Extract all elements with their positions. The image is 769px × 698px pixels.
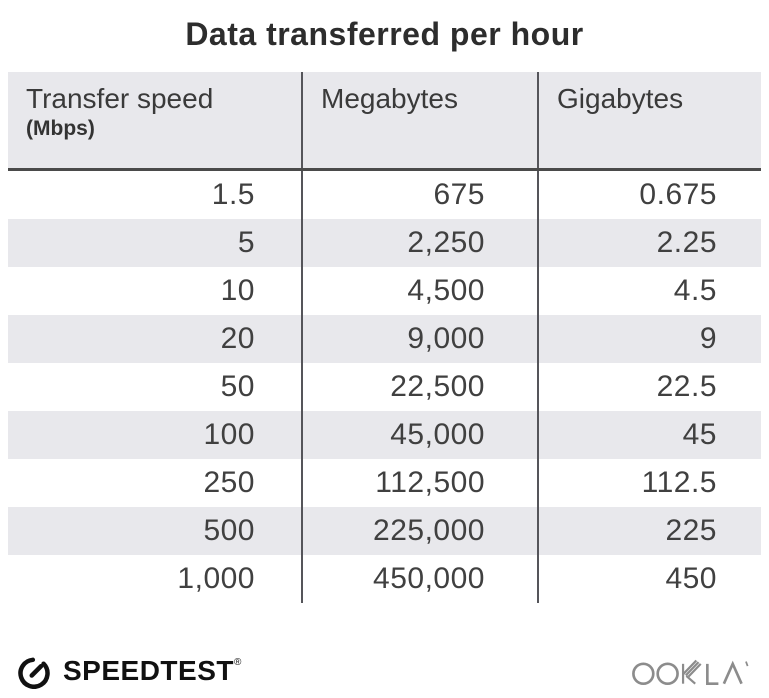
table-row: 5 2,250 2.25 bbox=[8, 219, 761, 267]
table-cell: 675 bbox=[301, 169, 538, 219]
table-header: Transfer speed (Mbps) Megabytes Gigabyte… bbox=[8, 72, 761, 171]
page-title: Data transferred per hour bbox=[185, 16, 584, 52]
table-cell: 4,500 bbox=[301, 267, 538, 315]
ookla-logo bbox=[632, 659, 749, 686]
table-cell: 250 bbox=[203, 466, 255, 499]
table-cell: 2.25 bbox=[537, 219, 761, 267]
footer: SPEEDTEST® bbox=[16, 648, 755, 694]
data-table: Transfer speed (Mbps) Megabytes Gigabyte… bbox=[8, 72, 761, 603]
table-cell: 22,500 bbox=[301, 363, 538, 411]
table-cell: 45,000 bbox=[301, 411, 538, 459]
registered-trademark-symbol: ® bbox=[233, 657, 242, 668]
table-cell: 45 bbox=[537, 411, 761, 459]
table-row: 100 45,000 45 bbox=[8, 411, 761, 459]
table-cell: 100 bbox=[8, 411, 302, 459]
table-cell: 450 bbox=[537, 555, 761, 603]
table-row: 250 112,500 112.5 bbox=[8, 459, 761, 507]
table-cell: 9,000 bbox=[301, 315, 538, 363]
column-header-megabytes: Megabytes bbox=[301, 72, 538, 171]
table-body: 1.5 675 0.675 5 2,250 2.25 10 4,500 4.5 20 9,000 9 5… bbox=[8, 169, 761, 603]
table-cell: 22.5 bbox=[537, 363, 761, 411]
table-cell: 225,000 bbox=[301, 507, 538, 555]
table-cell: 50 bbox=[220, 370, 255, 403]
table-row: 10 4,500 4.5 bbox=[8, 267, 761, 315]
table-cell: 112,500 bbox=[301, 459, 538, 507]
table-cell: 1.5 bbox=[211, 178, 255, 211]
speedtest-logo: SPEEDTEST® bbox=[16, 653, 242, 689]
table-cell: 225 bbox=[537, 507, 761, 555]
table-cell: 4.5 bbox=[537, 267, 761, 315]
ookla-letter-o bbox=[656, 662, 679, 686]
table-row: 50 22,500 22.5 bbox=[8, 363, 761, 411]
table-cell: 9 bbox=[537, 315, 761, 363]
ookla-letter-o bbox=[632, 662, 655, 686]
table-row: 1.5 675 0.675 bbox=[8, 169, 761, 219]
speedometer-icon bbox=[18, 657, 50, 689]
table-cell: 5 bbox=[8, 219, 302, 267]
ookla-letter-k bbox=[681, 659, 702, 685]
table-row: 20 9,000 9 bbox=[8, 315, 761, 363]
trademark-tick bbox=[745, 661, 749, 667]
column-header-label: Transfer speed bbox=[26, 83, 214, 114]
table-cell: 1,000 bbox=[177, 562, 255, 595]
column-header-label: Megabytes bbox=[321, 83, 458, 114]
table-row: 500 225,000 225 bbox=[8, 507, 761, 555]
table-row: 1,000 450,000 450 bbox=[8, 555, 761, 603]
table-cell: 450,000 bbox=[301, 555, 538, 603]
table-cell: 500 bbox=[8, 507, 302, 555]
table-cell: 20 bbox=[8, 315, 302, 363]
column-header-label: Gigabytes bbox=[557, 83, 684, 114]
column-header-unit: (Mbps) bbox=[26, 117, 95, 141]
table-cell: 112.5 bbox=[537, 459, 761, 507]
ookla-letter-a bbox=[722, 660, 743, 685]
table-cell: 2,250 bbox=[301, 219, 538, 267]
ookla-letter-l bbox=[706, 663, 719, 686]
table-cell: 0.675 bbox=[537, 169, 761, 219]
table-cell: 10 bbox=[220, 274, 255, 307]
speedtest-wordmark: SPEEDTEST® bbox=[63, 655, 242, 686]
column-header-gigabytes: Gigabytes bbox=[537, 72, 761, 171]
column-header-transfer-speed: Transfer speed (Mbps) bbox=[8, 72, 302, 171]
